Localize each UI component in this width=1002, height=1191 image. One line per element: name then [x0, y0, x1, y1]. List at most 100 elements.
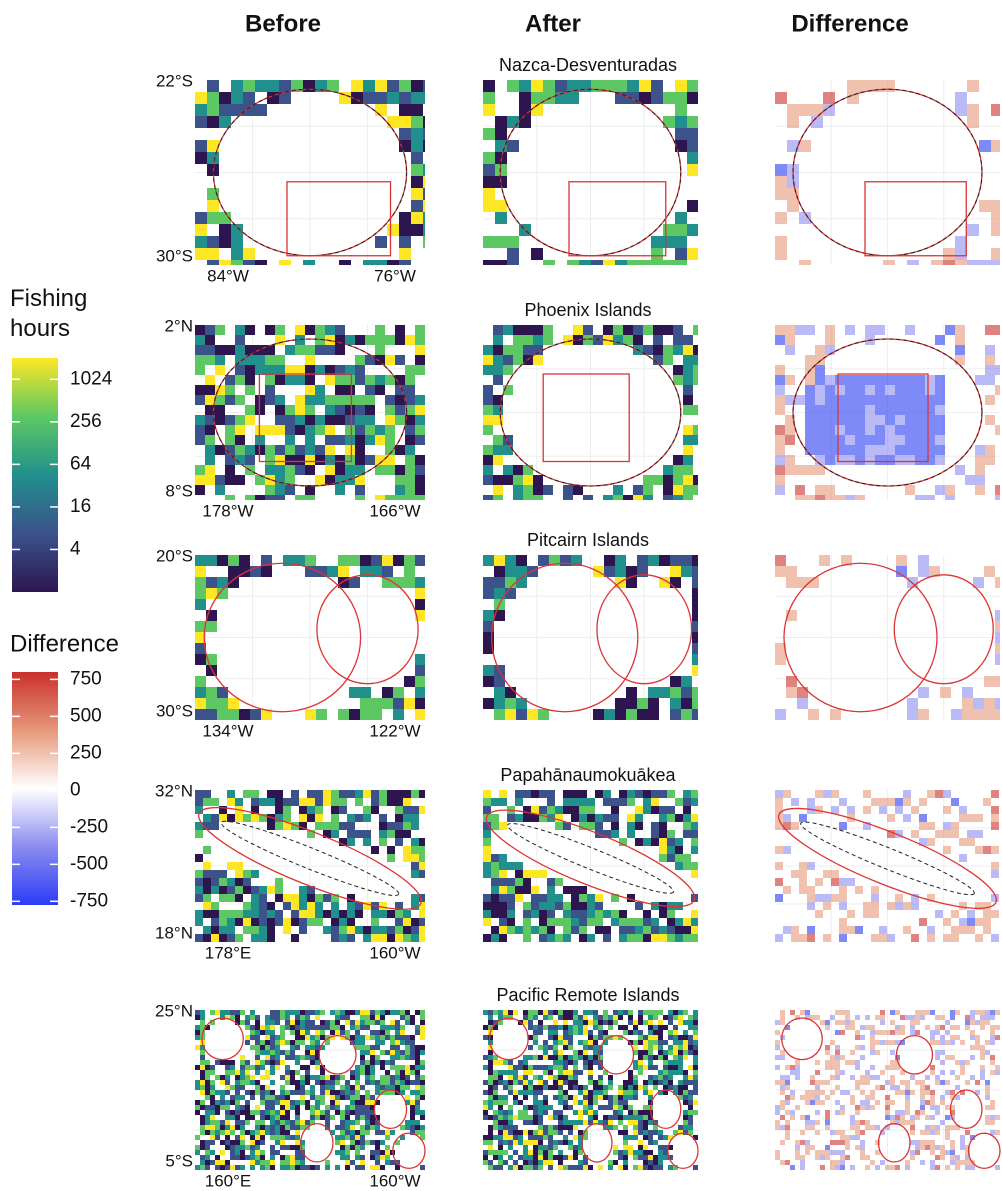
map-cell: [410, 1055, 415, 1060]
map-cell: [488, 1035, 493, 1040]
map-cell: [275, 806, 283, 814]
map-cell: [207, 116, 219, 128]
map-cell: [797, 698, 808, 709]
map-cell: [370, 1115, 375, 1120]
map-cell: [675, 846, 683, 854]
map-cell: [290, 1105, 295, 1110]
map-cell: [399, 104, 411, 116]
map-cell: [420, 1075, 425, 1080]
map-cell: [528, 1080, 533, 1085]
map-cell: [355, 405, 365, 415]
map-cell: [651, 236, 663, 248]
map-cell: [285, 1070, 290, 1075]
map-cell: [235, 1145, 240, 1150]
map-cell: [900, 1015, 905, 1020]
map-cell: [568, 1085, 573, 1090]
map-cell: [235, 1080, 240, 1085]
map-cell: [555, 806, 563, 814]
map-cell: [488, 1060, 493, 1065]
map-cell: [245, 1020, 250, 1025]
map-cell: [915, 1015, 920, 1020]
map-cell: [400, 1040, 405, 1045]
map-cell: [658, 1150, 663, 1155]
map-cell: [547, 910, 555, 918]
map-cell: [245, 1025, 250, 1030]
map-cell: [920, 1105, 925, 1110]
map-cell: [553, 1020, 558, 1025]
map-cell: [673, 1085, 678, 1090]
map-cell: [533, 1130, 538, 1135]
map-cell: [331, 806, 339, 814]
map-cell: [331, 830, 339, 838]
map-cell: [626, 709, 637, 720]
map-cell: [205, 425, 215, 435]
map-cell: [547, 926, 555, 934]
map-cell: [681, 555, 692, 566]
map-cell: [925, 445, 935, 455]
map-cell: [523, 325, 533, 335]
map-cell: [608, 1025, 613, 1030]
map-cell: [393, 555, 404, 566]
map-cell: [405, 455, 415, 465]
map-cell: [375, 236, 387, 248]
map-cell: [563, 1060, 568, 1065]
map-cell: [583, 1055, 588, 1060]
map-cell: [503, 445, 513, 455]
map-cell: [951, 926, 959, 934]
map-cell: [243, 80, 255, 92]
map-cell: [350, 1095, 355, 1100]
map-cell: [675, 862, 683, 870]
map-cell: [315, 902, 323, 910]
map-cell: [523, 1085, 528, 1090]
map-cell: [825, 395, 835, 405]
map-cell: [563, 1155, 568, 1160]
map-cell: [573, 1150, 578, 1155]
map-cell: [365, 1020, 370, 1025]
map-cell: [488, 1135, 493, 1140]
map-cell: [493, 455, 503, 465]
map-cell: [283, 926, 291, 934]
map-cell: [875, 455, 885, 465]
map-cell: [420, 1010, 425, 1015]
map-cell: [687, 152, 698, 164]
map-cell: [667, 830, 675, 838]
map-cell: [411, 790, 419, 798]
map-cell: [528, 1045, 533, 1050]
map-cell: [300, 1020, 305, 1025]
map-cell: [355, 395, 365, 405]
map-cell: [895, 375, 905, 385]
map-cell: [360, 1070, 365, 1075]
map-cell: [380, 1140, 385, 1145]
map-cell: [270, 1050, 275, 1055]
map-cell: [927, 790, 935, 798]
map-cell: [240, 1065, 245, 1070]
map-cell: [305, 1025, 310, 1030]
map-cell: [825, 1155, 830, 1160]
map-cell: [951, 910, 959, 918]
map-cell: [538, 555, 549, 566]
map-cell: [890, 1010, 895, 1015]
map-cell: [315, 385, 325, 395]
map-cell: [225, 415, 235, 425]
map-cell: [280, 1130, 285, 1135]
map-cell: [950, 1150, 955, 1155]
map-cell: [578, 1160, 583, 1165]
map-cell: [678, 1090, 683, 1095]
map-cell: [523, 335, 533, 345]
map-cell: [593, 1090, 598, 1095]
map-cell: [675, 224, 687, 236]
map-cell: [299, 926, 307, 934]
map-cell: [499, 790, 507, 798]
map-cell: [925, 375, 935, 385]
map-cell: [403, 822, 411, 830]
map-cell: [965, 475, 975, 485]
map-cell: [693, 1055, 698, 1060]
map-cell: [651, 934, 659, 942]
map-cell: [890, 1040, 895, 1045]
map-cell: [905, 425, 915, 435]
map-cell: [628, 1075, 633, 1080]
map-cell: [533, 1065, 538, 1070]
map-cell: [643, 1150, 648, 1155]
map-cell: [275, 1040, 280, 1045]
map-cell: [533, 355, 543, 365]
